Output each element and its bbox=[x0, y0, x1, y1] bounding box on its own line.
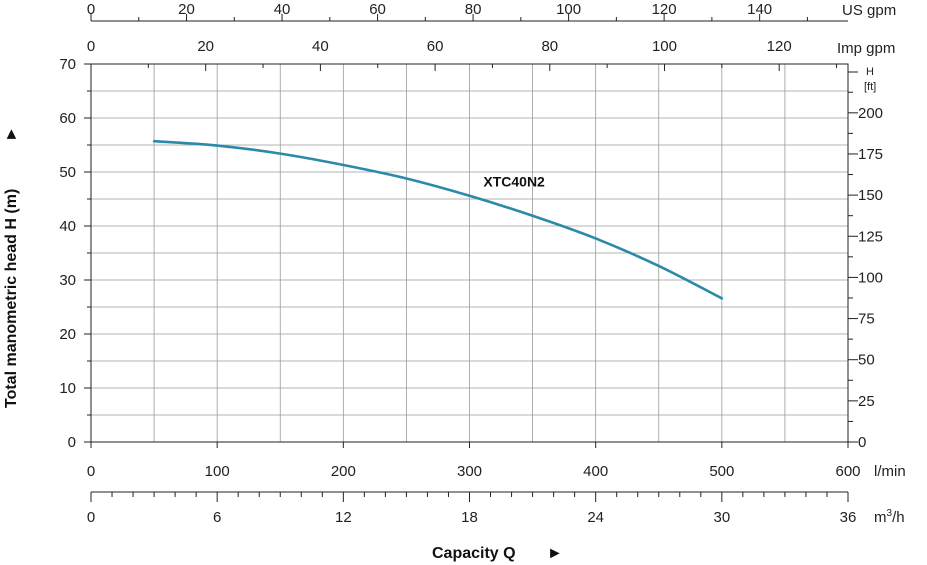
x-axis-arrow-icon: ► bbox=[547, 545, 563, 562]
usgpm-tick-label: 100 bbox=[556, 1, 581, 18]
lmin-tick-label: 500 bbox=[709, 463, 734, 480]
impgpm-tick-label: 20 bbox=[197, 38, 214, 55]
impgpm-tick-label: 40 bbox=[312, 38, 329, 55]
left-tick-label: 20 bbox=[59, 326, 76, 343]
imp-gpm-unit: Imp gpm bbox=[837, 40, 895, 57]
left-tick-label: 60 bbox=[59, 110, 76, 127]
left-tick-label: 70 bbox=[59, 56, 76, 73]
lmin-tick-label: 100 bbox=[205, 463, 230, 480]
usgpm-tick-label: 120 bbox=[652, 1, 677, 18]
right-tick-label: 25 bbox=[858, 393, 875, 410]
m3h-tick-label: 30 bbox=[713, 509, 730, 526]
series-layer: XTC40N2 bbox=[152, 139, 724, 300]
lmin-tick-label: 200 bbox=[331, 463, 356, 480]
m3h-tick-label: 12 bbox=[335, 509, 352, 526]
m3h-tick-label: 6 bbox=[213, 509, 221, 526]
usgpm-tick-label: 80 bbox=[465, 1, 482, 18]
m3h-tick-label: 18 bbox=[461, 509, 478, 526]
y-axis-title: Total manometric head H (m) bbox=[3, 189, 20, 408]
m3h-unit: m3/h bbox=[874, 508, 905, 526]
left-tick-label: 30 bbox=[59, 272, 76, 289]
impgpm-tick-label: 100 bbox=[652, 38, 677, 55]
series-line-xtc40n2 bbox=[152, 139, 724, 300]
lmin-tick-label: 300 bbox=[457, 463, 482, 480]
impgpm-tick-label: 120 bbox=[767, 38, 792, 55]
right-tick-label: 100 bbox=[858, 269, 883, 286]
impgpm-tick-label: 80 bbox=[541, 38, 558, 55]
right-tick-label: 125 bbox=[858, 228, 883, 245]
us-gpm-unit: US gpm bbox=[842, 2, 896, 19]
series-label: XTC40N2 bbox=[483, 174, 545, 190]
usgpm-tick-label: 20 bbox=[178, 1, 195, 18]
right-tick-label: 50 bbox=[858, 352, 875, 369]
right-tick-label: 150 bbox=[858, 187, 883, 204]
lmin-tick-label: 0 bbox=[87, 463, 95, 480]
m3h-unit-tail: /h bbox=[892, 509, 905, 526]
m3h-unit-main: m bbox=[874, 509, 887, 526]
left-tick-label: 0 bbox=[68, 434, 76, 451]
right-axis-label: H bbox=[866, 66, 874, 78]
lmin-unit: l/min bbox=[874, 463, 906, 480]
right-axis-unit: [ft] bbox=[864, 81, 876, 93]
usgpm-tick-label: 140 bbox=[747, 1, 772, 18]
right-tick-label: 75 bbox=[858, 311, 875, 328]
x-axis-title: Capacity Q bbox=[432, 545, 516, 562]
m3h-unit-sup: 3 bbox=[887, 508, 893, 519]
right-tick-label: 200 bbox=[858, 105, 883, 122]
right-tick-label: 0 bbox=[858, 434, 866, 451]
left-tick-label: 40 bbox=[59, 218, 76, 235]
y-axis-arrow-icon: ► bbox=[3, 126, 20, 142]
lmin-tick-label: 400 bbox=[583, 463, 608, 480]
usgpm-tick-label: 0 bbox=[87, 1, 95, 18]
grid bbox=[91, 64, 848, 442]
m3h-tick-label: 0 bbox=[87, 509, 95, 526]
impgpm-tick-label: 60 bbox=[427, 38, 444, 55]
axes-ticks bbox=[84, 14, 858, 502]
impgpm-tick-label: 0 bbox=[87, 38, 95, 55]
usgpm-tick-label: 60 bbox=[369, 1, 386, 18]
m3h-tick-label: 24 bbox=[587, 509, 604, 526]
lmin-tick-label: 600 bbox=[835, 463, 860, 480]
left-tick-label: 50 bbox=[59, 164, 76, 181]
right-tick-label: 175 bbox=[858, 146, 883, 163]
m3h-tick-label: 36 bbox=[840, 509, 857, 526]
usgpm-tick-label: 40 bbox=[274, 1, 291, 18]
left-tick-label: 10 bbox=[59, 380, 76, 397]
